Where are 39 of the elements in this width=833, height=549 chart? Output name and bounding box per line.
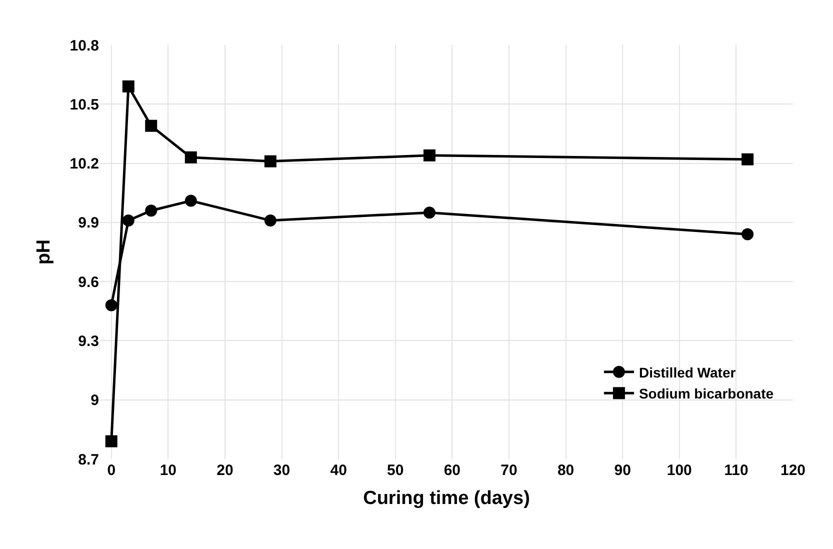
point	[184, 194, 197, 207]
point	[264, 155, 276, 168]
x-tick-label: 90	[614, 462, 631, 479]
legend-label: Distilled Water	[638, 364, 736, 380]
x-tick-label: 30	[273, 462, 290, 479]
legend-label: Sodium bicarbonate	[638, 386, 774, 402]
x-tick-label: 20	[216, 462, 234, 479]
y-tick-label: 9.6	[78, 274, 99, 291]
x-tick-label: 50	[387, 462, 404, 479]
x-tick-label: 0	[107, 462, 116, 479]
y-tick-label: 10.8	[70, 37, 99, 54]
x-tick-label: 70	[500, 462, 518, 479]
point	[184, 151, 197, 164]
point	[423, 149, 436, 162]
y-axis-title: pH	[34, 239, 55, 265]
x-tick-label: 80	[557, 462, 574, 479]
y-tick-label: 10.2	[70, 156, 99, 173]
y-tick-label: 9.9	[78, 214, 99, 232]
point	[145, 204, 158, 217]
point	[122, 214, 134, 226]
x-tick-label: 10	[160, 462, 177, 479]
point	[742, 228, 754, 240]
y-tick-label: 9.3	[78, 332, 99, 350]
x-tick-label: 40	[330, 462, 347, 479]
point	[122, 80, 134, 92]
point	[423, 206, 436, 219]
point	[742, 153, 754, 166]
y-tick-label: 10.5	[70, 96, 99, 114]
x-axis-title: Curing time (days)	[363, 488, 530, 509]
x-tick-label: 110	[724, 462, 748, 479]
x-tick-label: 120	[780, 462, 806, 479]
x-tick-label: 100	[666, 462, 692, 479]
point	[264, 214, 276, 226]
y-tick-label: 8.7	[78, 451, 99, 468]
x-tick-label: 60	[444, 462, 461, 479]
y-tick-label: 9	[90, 392, 99, 410]
point	[105, 435, 118, 448]
point	[145, 120, 158, 132]
point	[105, 299, 118, 312]
